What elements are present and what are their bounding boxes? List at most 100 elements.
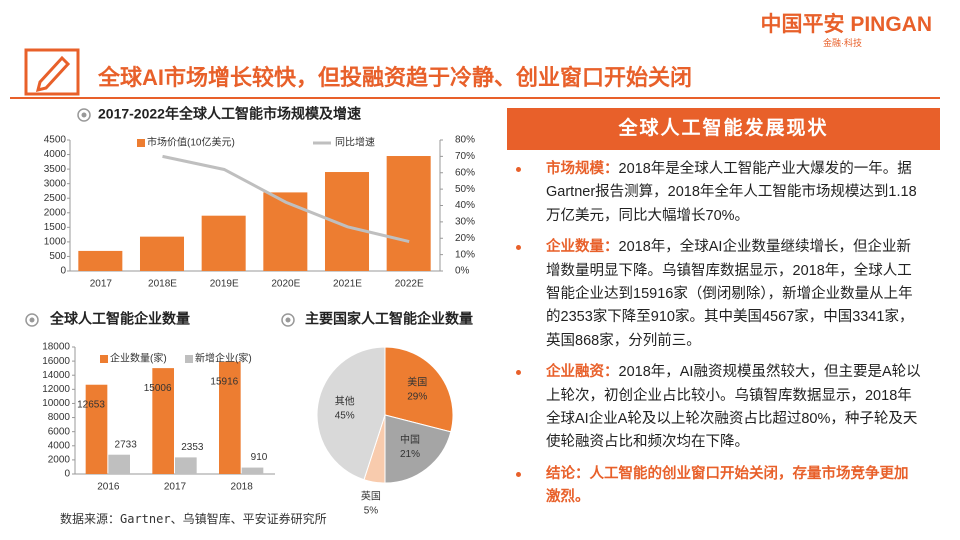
- y-tick-label: 1000: [44, 237, 67, 248]
- y-tick-label: 0: [64, 469, 70, 480]
- y-tick-label: 14000: [42, 370, 70, 381]
- bar: [263, 192, 308, 271]
- pie-slice: [384, 414, 452, 484]
- item-text: 2018年，全球AI企业数量继续增长，但企业新增数量明显下降。乌镇智库数据显示，…: [546, 239, 914, 349]
- bar: [201, 215, 246, 271]
- panel: 市场规模：2018年是全球人工智能产业大爆发的一年。据Gartner报告测算，2…: [512, 158, 922, 518]
- bar: [241, 467, 264, 474]
- y-tick-label: 16000: [42, 356, 70, 367]
- bar: [139, 236, 185, 271]
- chart-title: 全球人工智能企业数量: [49, 311, 190, 327]
- legend-label: 市场价值(10亿美元): [147, 136, 235, 149]
- x-tick-label: 2017: [164, 482, 187, 493]
- y-tick-label: 4500: [44, 135, 67, 146]
- y-tick-label: 3500: [44, 164, 67, 175]
- bar: [386, 156, 431, 271]
- item-label: 企业数量：: [546, 239, 619, 256]
- bar: [78, 250, 123, 271]
- panel-item: 企业数量：2018年，全球AI企业数量继续增长，但企业新增数量明显下降。乌镇智库…: [512, 236, 922, 353]
- legend-swatch: [100, 355, 108, 363]
- x-tick-label: 2021E: [333, 279, 362, 290]
- y2-tick-label: 80%: [455, 135, 475, 146]
- y-tick-label: 500: [49, 251, 66, 262]
- y2-tick-label: 10%: [455, 249, 475, 260]
- pie-value-label: 45%: [335, 410, 355, 421]
- y-tick-label: 4000: [44, 149, 67, 160]
- logo: 中国平安 PINGAN: [760, 13, 932, 36]
- pie-slice: [384, 346, 454, 433]
- chart-title: 2017-2022年全球人工智能市场规模及增速: [98, 106, 361, 122]
- legend-label: 企业数量(家): [110, 352, 167, 365]
- y2-tick-label: 70%: [455, 151, 475, 162]
- y2-tick-label: 20%: [455, 233, 475, 244]
- bar: [108, 454, 130, 474]
- title-icon: [29, 317, 35, 323]
- item-label: 企业融资：: [546, 364, 619, 381]
- line: [162, 154, 410, 243]
- data-label: 15916: [210, 376, 238, 387]
- x-tick-label: 2017: [90, 279, 113, 290]
- pie-value-label: 29%: [407, 392, 427, 403]
- y-tick-label: 6000: [48, 426, 71, 437]
- y-tick-label: 3000: [44, 178, 67, 189]
- y2-tick-label: 50%: [455, 184, 475, 195]
- legend-label: 新增企业(家): [195, 352, 252, 365]
- pie-value-label: 5%: [364, 506, 379, 517]
- data-label: 910: [251, 452, 268, 463]
- x-tick-label: 2016: [97, 482, 120, 493]
- bar: [85, 384, 108, 474]
- item-text: 人工智能的创业窗口开始关闭，存量市场竞争更加激烈。: [546, 465, 909, 506]
- panel-item: 企业融资：2018年，AI融资规模虽然较大，但主要是A轮以上轮次，初创企业占比较…: [512, 361, 922, 455]
- y-tick-label: 4000: [48, 440, 71, 451]
- title-icon: [77, 108, 91, 122]
- bar: [219, 361, 241, 474]
- title-icon: [281, 313, 295, 327]
- item-label: 市场规模：: [546, 161, 619, 177]
- pie-label: 其他: [335, 394, 355, 407]
- title-icon: [81, 112, 87, 118]
- item-label: 结论：: [546, 465, 590, 482]
- y-tick-label: 2500: [44, 193, 67, 204]
- bar: [152, 368, 174, 474]
- chart-title: 主要国家人工智能企业数量: [305, 311, 473, 327]
- legend-swatch: [185, 355, 193, 363]
- logo-sub: 金融·科技: [823, 38, 862, 48]
- y2-tick-label: 0%: [455, 266, 470, 277]
- item-text: 2018年，AI融资规模虽然较大，但主要是A轮以上轮次，初创企业占比较小。乌镇智…: [546, 364, 921, 451]
- y2-tick-label: 30%: [455, 217, 475, 228]
- panel-item: 市场规模：2018年是全球人工智能产业大爆发的一年。据Gartner报告测算，2…: [512, 158, 922, 228]
- item-text: 2018年是全球人工智能产业大爆发的一年。据Gartner报告测算，2018年全…: [546, 161, 917, 224]
- x-tick-label: 2019E: [210, 279, 239, 290]
- panel-item: 结论：人工智能的创业窗口开始关闭，存量市场竞争更加激烈。: [512, 463, 922, 510]
- pie-label: 美国: [407, 376, 427, 389]
- x-tick-label: 2018: [231, 482, 254, 493]
- y-tick-label: 8000: [48, 412, 71, 423]
- y-tick-label: 12000: [42, 384, 70, 395]
- data-label: 12653: [77, 399, 105, 410]
- pie-label: 中国: [400, 433, 420, 446]
- x-tick-label: 2018E: [148, 279, 177, 290]
- pie-label: 英国: [361, 490, 381, 503]
- title-icon: [285, 317, 291, 323]
- title-icon: [24, 48, 80, 96]
- legend-label: 同比增速: [335, 136, 375, 149]
- y-tick-label: 18000: [42, 342, 70, 353]
- y-tick-label: 1500: [44, 222, 67, 233]
- pen-icon: [35, 55, 71, 93]
- pie-slice: [316, 346, 386, 481]
- slide-title: 全球AI市场增长较快，但投融资趋于冷静、创业窗口开始关闭: [98, 65, 693, 90]
- data-label: 2353: [181, 442, 204, 453]
- data-label: 15006: [144, 383, 172, 394]
- source: 数据来源：Gartner、乌镇智库、平安证券研究所: [60, 512, 327, 526]
- legend-swatch: [137, 139, 145, 147]
- y-tick-label: 0: [60, 266, 66, 277]
- title-icon: [25, 313, 39, 327]
- bar: [175, 457, 197, 474]
- panel-title: 全球人工智能发展现状: [507, 108, 940, 150]
- x-tick-label: 2020E: [271, 279, 300, 290]
- y-tick-label: 10000: [42, 398, 70, 409]
- x-tick-label: 2022E: [395, 279, 424, 290]
- data-label: 2733: [115, 439, 138, 450]
